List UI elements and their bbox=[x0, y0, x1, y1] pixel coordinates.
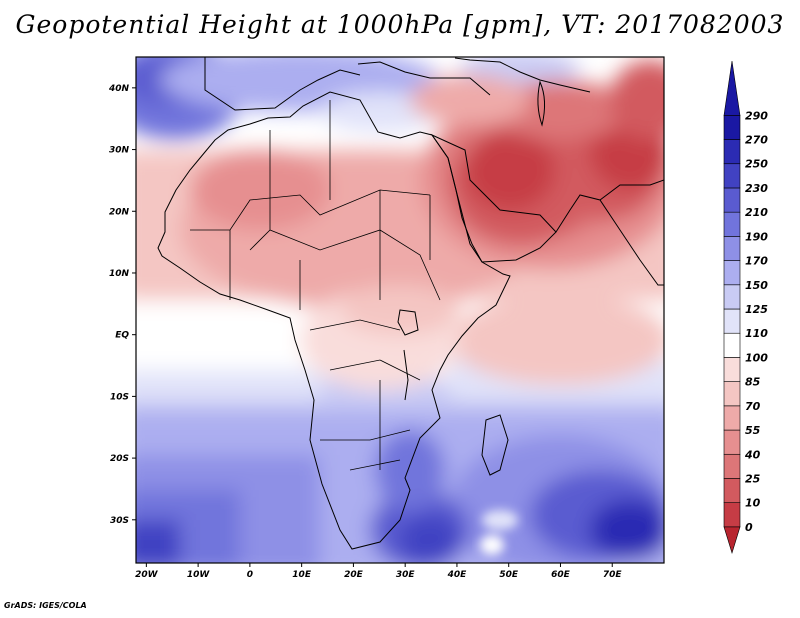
lat-label: 20S bbox=[110, 454, 129, 464]
legend-label: 70 bbox=[745, 400, 761, 413]
country-borders bbox=[190, 100, 441, 471]
legend-label: 100 bbox=[745, 351, 768, 364]
lon-label: 70E bbox=[603, 570, 623, 580]
legend-label: 210 bbox=[745, 206, 768, 219]
legend-swatch bbox=[723, 187, 741, 213]
africa-coast bbox=[157, 91, 511, 550]
lat-label: 10N bbox=[109, 269, 130, 279]
europe-coast bbox=[204, 57, 491, 111]
legend-label: 55 bbox=[745, 424, 761, 437]
lake-tanganyika bbox=[403, 349, 409, 401]
lon-label: 40E bbox=[447, 570, 468, 580]
lon-label: 10E bbox=[292, 570, 312, 580]
chart-title: Geopotential Height at 1000hPa [gpm], VT… bbox=[15, 10, 785, 39]
legend-swatch bbox=[723, 211, 741, 237]
legend-label: 170 bbox=[745, 255, 768, 268]
legend-swatch bbox=[723, 260, 741, 286]
legend-label: 40 bbox=[744, 448, 761, 461]
lon-label: 50E bbox=[499, 570, 519, 580]
legend-label: 250 bbox=[745, 158, 768, 171]
lon-label: 30E bbox=[396, 570, 416, 580]
india-coast bbox=[555, 194, 664, 286]
lon-label: 10W bbox=[187, 570, 211, 580]
legend-swatch bbox=[723, 236, 741, 261]
lake-victoria bbox=[397, 309, 419, 336]
legend-swatch bbox=[723, 357, 741, 382]
legend-label: 85 bbox=[745, 376, 761, 389]
height-field bbox=[136, 57, 664, 563]
caspian-sea bbox=[537, 80, 546, 127]
asia-coast bbox=[599, 179, 664, 201]
legend-label: 290 bbox=[745, 109, 768, 122]
legend-arrow-low bbox=[723, 526, 741, 555]
credit-label: GrADS: IGES/COLA bbox=[4, 601, 87, 610]
lon-label: 0 bbox=[247, 570, 253, 580]
legend-swatch bbox=[723, 163, 741, 189]
lat-label: 10S bbox=[110, 392, 129, 402]
legend-label: 150 bbox=[745, 279, 768, 292]
legend-swatch bbox=[723, 453, 741, 479]
legend-label: 270 bbox=[745, 134, 768, 147]
latitude-axis: 40N 30N 20N 10N EQ 10S 20S 30S bbox=[108, 84, 136, 526]
lat-label: 30N bbox=[109, 146, 130, 156]
lon-label: 20E bbox=[344, 570, 364, 580]
legend-swatch bbox=[723, 115, 741, 140]
legend-swatch bbox=[723, 502, 741, 528]
legend-swatch bbox=[723, 332, 741, 358]
color-legend: 0 10 25 40 55 70 85 100 110 125 150 170 190 210 230 250… bbox=[723, 60, 768, 555]
madagascar-coast bbox=[481, 414, 509, 476]
legend-swatch bbox=[723, 478, 741, 503]
legend-arrow-high bbox=[723, 60, 741, 116]
lon-label: 20W bbox=[135, 570, 159, 580]
legend-swatch bbox=[723, 139, 741, 165]
legend-label: 230 bbox=[745, 182, 768, 195]
longitude-axis: 20W 10W 0 10E 20E 30E 40E 50E 60E 70E bbox=[135, 563, 622, 580]
legend-swatch bbox=[723, 308, 741, 334]
coastlines bbox=[157, 57, 664, 550]
lat-label: 20N bbox=[109, 207, 130, 217]
legend-label: 10 bbox=[745, 497, 761, 510]
legend-swatch bbox=[723, 284, 741, 310]
lat-label: EQ bbox=[115, 331, 129, 341]
lon-label: 60E bbox=[551, 570, 571, 580]
legend-label: 190 bbox=[745, 230, 768, 243]
legend-swatch bbox=[723, 381, 741, 407]
legend-swatch bbox=[723, 429, 741, 455]
legend-label: 25 bbox=[745, 472, 761, 485]
legend-label: 125 bbox=[745, 303, 768, 316]
lat-label: 40N bbox=[108, 84, 130, 94]
map-frame bbox=[135, 56, 665, 564]
legend-swatch bbox=[723, 405, 741, 431]
black-caspian-coast bbox=[454, 57, 591, 93]
arabia-coast bbox=[430, 133, 557, 263]
legend-label: 110 bbox=[745, 327, 768, 340]
legend-label: 0 bbox=[745, 521, 753, 534]
lat-label: 30S bbox=[110, 516, 129, 526]
